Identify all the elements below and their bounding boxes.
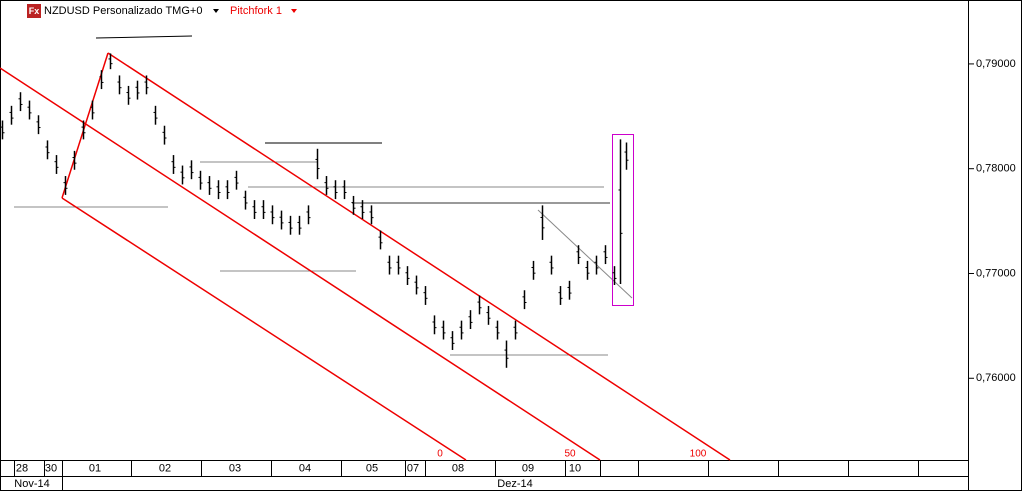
x-tick-label: 05 bbox=[366, 462, 378, 474]
x-tick-label: 07 bbox=[407, 462, 419, 474]
x-tick-label: 02 bbox=[159, 462, 171, 474]
pitchfork-line bbox=[0, 67, 601, 461]
highlight-box bbox=[612, 134, 634, 306]
x-tick-label: 04 bbox=[299, 462, 311, 474]
y-tick-label: 0,79000 bbox=[976, 58, 1016, 70]
symbol-icon-text: Fx bbox=[29, 6, 40, 16]
x-tick-label: 08 bbox=[452, 462, 464, 474]
pitchfork-level: 50 bbox=[564, 449, 576, 460]
trend-line bbox=[95, 35, 193, 39]
pitchfork-line bbox=[61, 197, 467, 461]
x-tick-label: 03 bbox=[229, 462, 241, 474]
dropdown-arrow[interactable] bbox=[213, 9, 219, 13]
drawings bbox=[0, 35, 731, 461]
dropdown-arrow[interactable] bbox=[291, 9, 297, 13]
pitchfork-level: 0 bbox=[437, 449, 443, 460]
trend-line bbox=[537, 209, 633, 299]
y-tick-label: 0,76000 bbox=[976, 372, 1016, 384]
month-label: Nov-14 bbox=[14, 478, 49, 490]
symbol-title[interactable]: NZDUSD Personalizado TMG+0 bbox=[44, 5, 202, 17]
pitchfork-title[interactable]: Pitchfork 1 bbox=[230, 5, 282, 17]
x-tick-label: 09 bbox=[522, 462, 534, 474]
symbol-icon bbox=[27, 4, 41, 18]
x-tick-label: 10 bbox=[569, 462, 581, 474]
pitchfork-level: 100 bbox=[690, 449, 707, 460]
x-tick-label: 28 bbox=[16, 462, 28, 474]
pitchfork-line bbox=[107, 52, 731, 461]
y-tick-label: 0,77000 bbox=[976, 267, 1016, 279]
x-tick-label: 01 bbox=[89, 462, 101, 474]
y-tick-label: 0,78000 bbox=[976, 163, 1016, 175]
x-tick-label: 30 bbox=[45, 462, 57, 474]
month-label: Dez-14 bbox=[497, 478, 532, 490]
